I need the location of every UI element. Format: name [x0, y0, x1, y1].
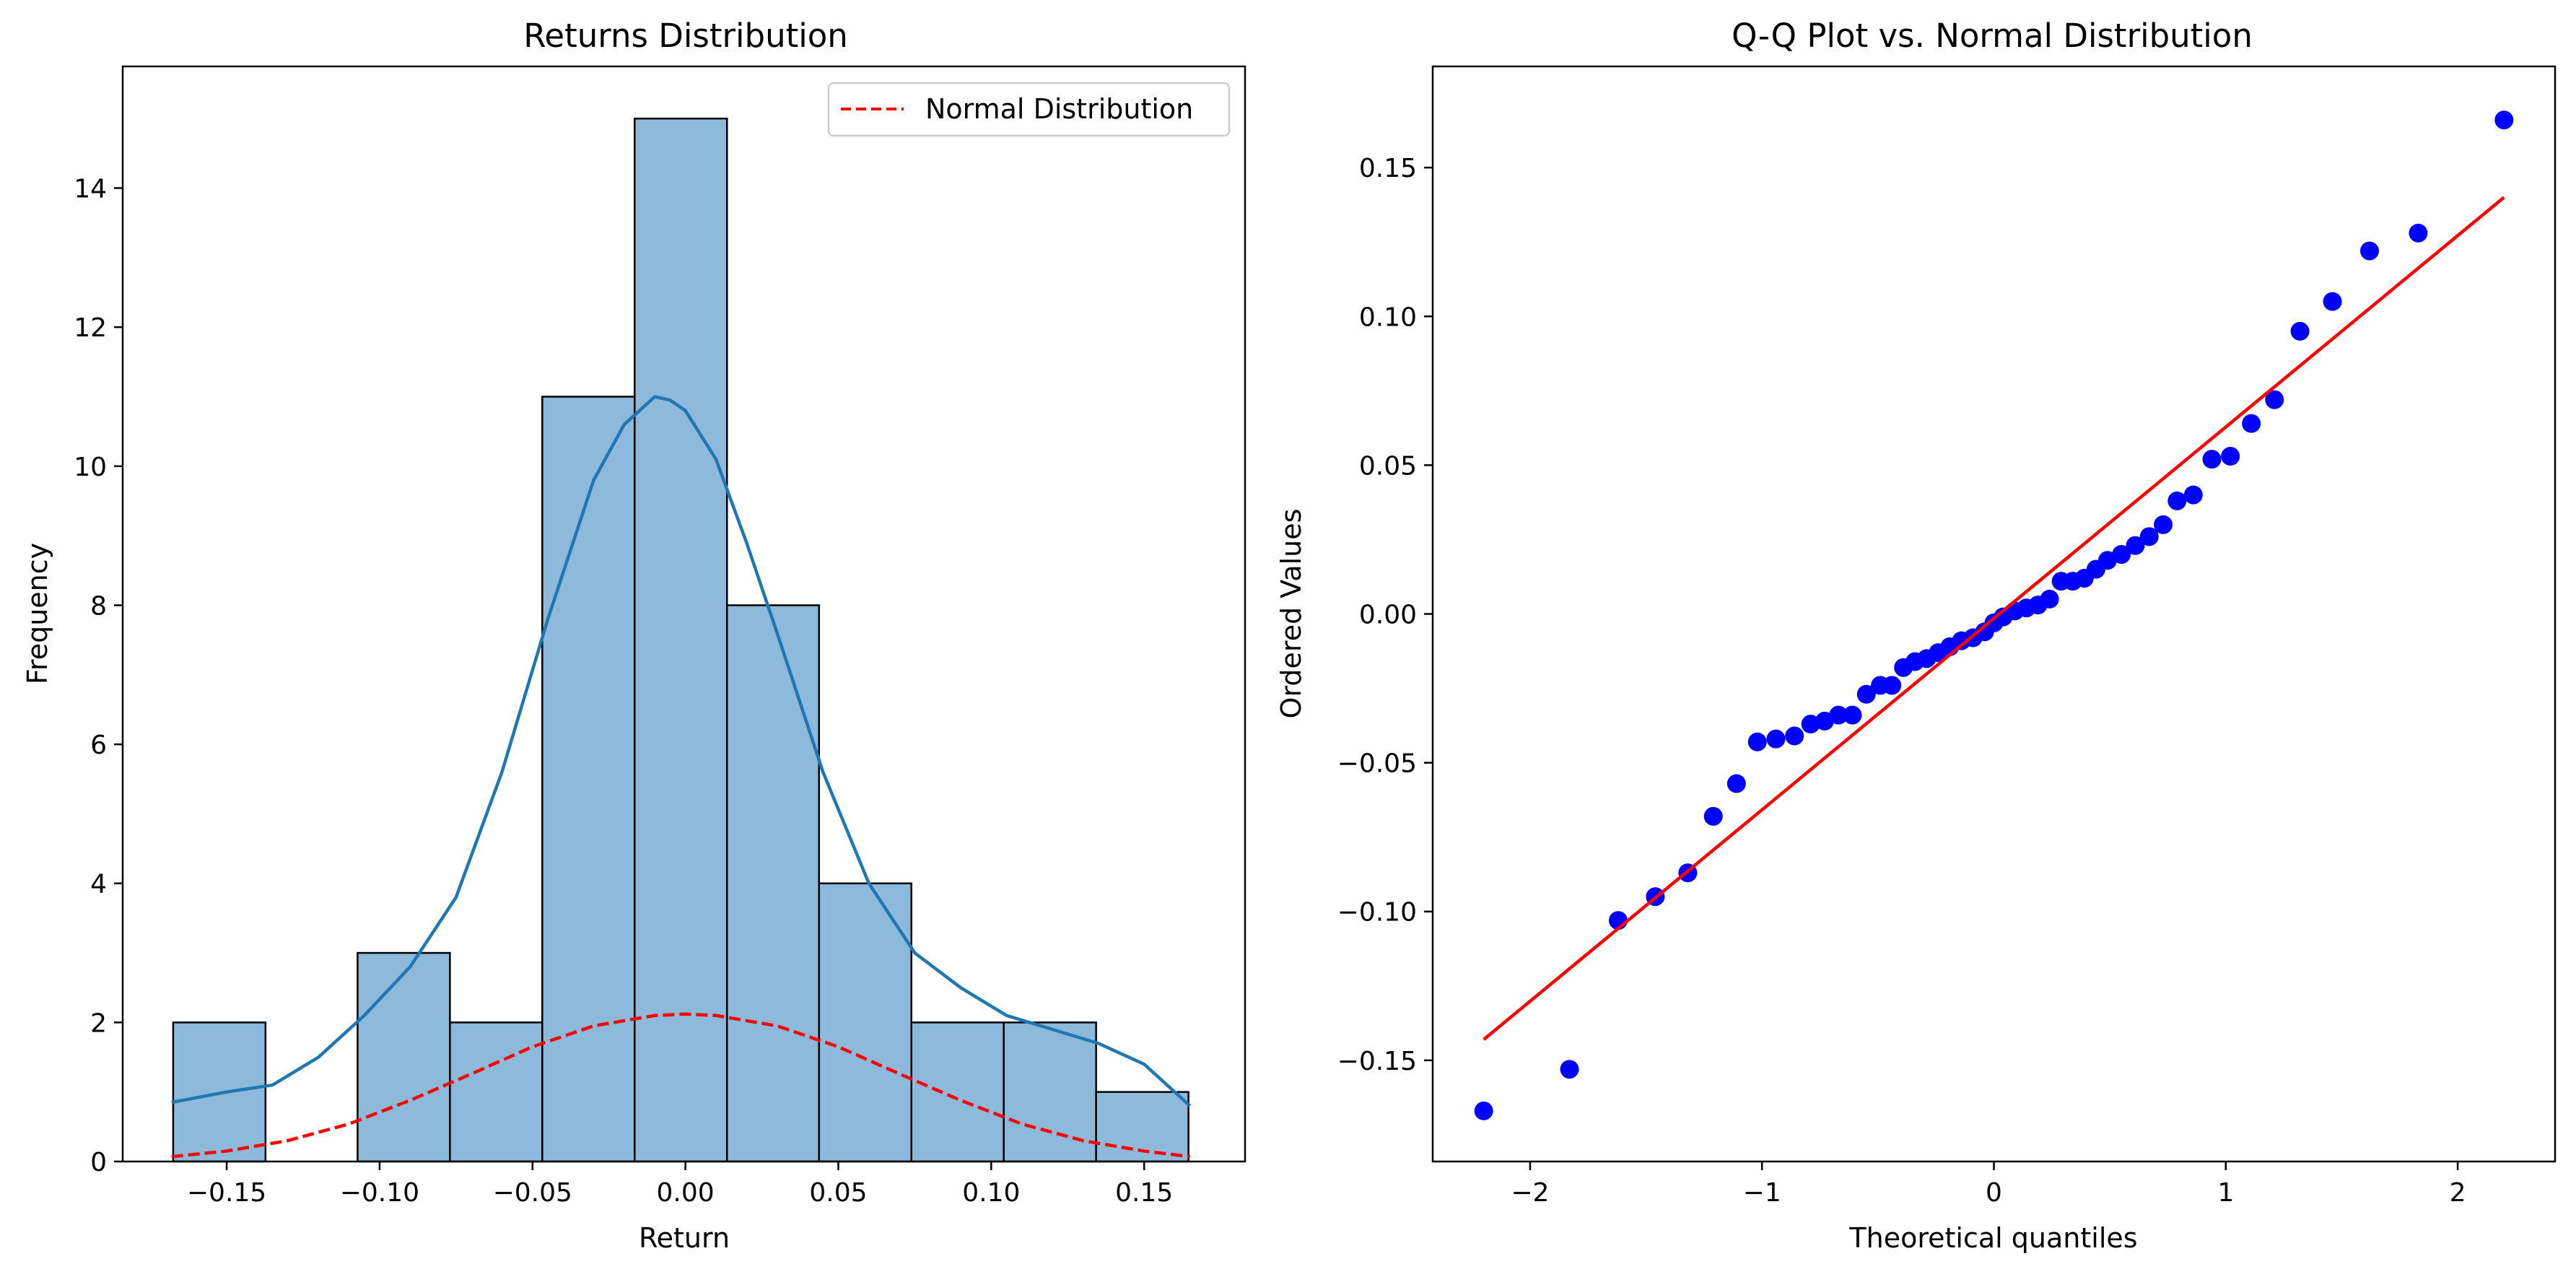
histogram-x-axis-label: Return [639, 1222, 730, 1254]
qq-point [2265, 390, 2284, 409]
qq-point [2183, 485, 2203, 505]
qq-point [2494, 110, 2514, 130]
x-tick-label: 0.15 [1115, 1178, 1173, 1208]
qq-point [1726, 774, 1746, 793]
y-tick-label: 14 [74, 175, 107, 204]
qq-point [2409, 223, 2428, 243]
legend: Normal Distribution [827, 82, 1231, 137]
x-tick-label: 0.10 [962, 1178, 1020, 1208]
histogram-x-ticks: −0.15 −0.10 −0.05 0.00 0.05 0.10 0.15 [187, 1161, 1173, 1208]
qq-y-ticks: −0.15 −0.10 −0.05 0.00 0.05 0.10 0.15 [1337, 154, 1433, 1076]
normal-distribution-curve [171, 1012, 1191, 1159]
y-tick-label: 0.00 [1359, 601, 1417, 630]
qq-point [1766, 729, 1786, 749]
histogram-bar [725, 604, 821, 1163]
qq-point [1785, 726, 1804, 746]
histogram-bar [449, 1021, 543, 1163]
x-tick-label: −0.15 [187, 1178, 266, 1208]
qq-point [1560, 1060, 1579, 1079]
qq-point [2290, 321, 2310, 341]
histogram-title: Returns Distribution [523, 17, 848, 55]
qq-point [2323, 292, 2342, 311]
qq-plot-panel: Q-Q Plot vs. Normal Distribution −2 −1 0 1 2… [1275, 17, 2557, 1254]
qq-point [1843, 705, 1862, 725]
qq-point [2167, 491, 2187, 510]
qq-point [2154, 515, 2173, 534]
qq-point [2040, 589, 2059, 609]
qq-point [2202, 450, 2222, 469]
qq-x-axis-label: Theoretical quantiles [1848, 1222, 2137, 1254]
qq-point [1882, 676, 1902, 695]
x-tick-label: −1 [1743, 1178, 1781, 1208]
y-tick-label: 0.10 [1359, 302, 1417, 332]
legend-frame [827, 82, 1231, 137]
qq-point [2139, 527, 2159, 546]
y-tick-label: −0.10 [1337, 898, 1417, 928]
qq-reference-line [1483, 196, 2505, 1041]
y-tick-label: 12 [74, 313, 107, 343]
qq-point [1703, 806, 1723, 826]
histogram-axes-frame [121, 65, 1246, 1163]
qq-point [1747, 732, 1767, 751]
y-tick-label: 0.05 [1359, 451, 1417, 481]
y-tick-label: 0.15 [1359, 154, 1417, 183]
kde-curve [171, 395, 1192, 1107]
qq-plot-area [1474, 110, 2514, 1120]
y-tick-label: 2 [90, 1008, 107, 1038]
qq-plot-title: Q-Q Plot vs. Normal Distribution [1732, 17, 2253, 55]
y-tick-label: 8 [90, 591, 107, 621]
histogram-panel: Returns Distribution −0.15 −0.10 −0.05 0.00… [22, 17, 1246, 1254]
histogram-bar [634, 117, 728, 1163]
qq-point [1856, 684, 1876, 704]
x-tick-label: 0 [1986, 1178, 2002, 1208]
x-tick-label: −0.05 [493, 1178, 572, 1208]
qq-point [2359, 241, 2379, 261]
histogram-y-ticks: 0 2 4 6 8 10 12 14 [74, 175, 123, 1177]
qq-point [1829, 705, 1848, 725]
qq-x-ticks: −2 −1 0 1 2 [1511, 1161, 2466, 1208]
histogram-y-axis-label: Frequency [22, 543, 53, 684]
y-tick-label: 6 [90, 731, 107, 760]
qq-point [2221, 447, 2240, 466]
y-tick-label: 10 [74, 453, 107, 482]
histogram-bar [357, 951, 451, 1163]
y-tick-label: −0.05 [1337, 749, 1417, 779]
y-tick-label: 4 [90, 870, 107, 899]
x-tick-label: 1 [2217, 1178, 2234, 1208]
histogram-plot-area [171, 117, 1192, 1163]
qq-point [2112, 545, 2131, 565]
x-tick-label: 0.00 [657, 1178, 715, 1208]
histogram-bar [910, 1021, 1005, 1163]
histogram-bar [818, 882, 912, 1163]
qq-point [2242, 414, 2261, 433]
x-tick-label: −2 [1511, 1178, 1549, 1208]
legend-normal-label: Normal Distribution [925, 93, 1193, 125]
qq-point [2126, 536, 2145, 555]
y-tick-label: 0 [90, 1148, 107, 1177]
x-tick-label: 2 [2450, 1178, 2466, 1208]
x-tick-label: −0.10 [340, 1178, 419, 1208]
qq-y-axis-label: Ordered Values [1275, 509, 1307, 719]
y-tick-label: −0.15 [1337, 1047, 1417, 1076]
histogram-bar [541, 396, 636, 1163]
qq-point [1474, 1101, 1493, 1120]
x-tick-label: 0.05 [809, 1178, 867, 1208]
